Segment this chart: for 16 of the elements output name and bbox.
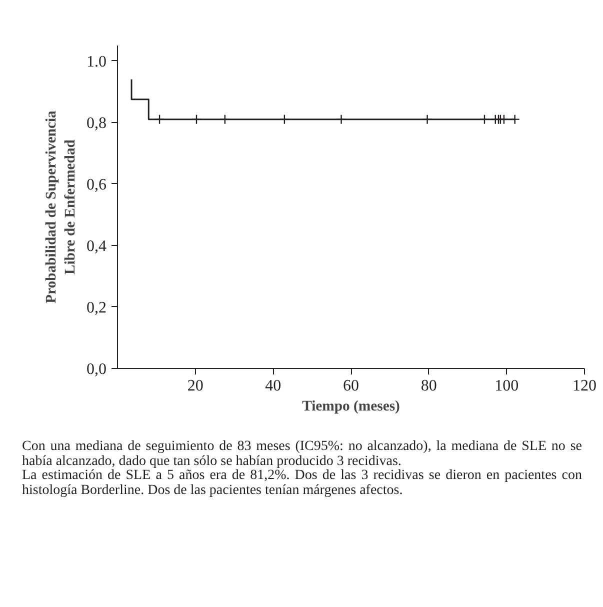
x-axis-title: Tiempo (meses): [302, 398, 400, 414]
x-tick-label: 40: [265, 378, 282, 394]
y-axis-title: Probabilidad de Supervivencia Libre de Enfermedad: [43, 110, 78, 304]
y-tick-label: 0,8: [86, 114, 106, 132]
text: Con una mediana de seguimiento de 83 meses (IC95%: no alcanzado), la mediana de SLE no se había alcanzado, dado que tan sólo se habían producido 3 recidivas.: [22, 439, 582, 469]
y-tick-label: 0,6: [86, 176, 106, 194]
x-tick-label: 120: [572, 378, 596, 394]
y-tick-label: 0,0: [86, 361, 106, 378]
text: La estimación de SLE a 5 años era de 81,2%. Dos de las 3 recidivas se dieron en pacientes con histología Borderline. Dos de las pacientes tenían márgenes afectos.: [22, 468, 582, 499]
y-tick-label: 0,2: [86, 299, 106, 316]
x-tick-label: 20: [187, 378, 204, 394]
x-tick-label: 60: [343, 378, 359, 394]
y-tick-label: 1.0: [86, 53, 106, 70]
y-tick-label: 0,4: [86, 238, 106, 255]
x-tick-label: 80: [420, 378, 437, 394]
x-tick-label: 100: [494, 378, 519, 394]
